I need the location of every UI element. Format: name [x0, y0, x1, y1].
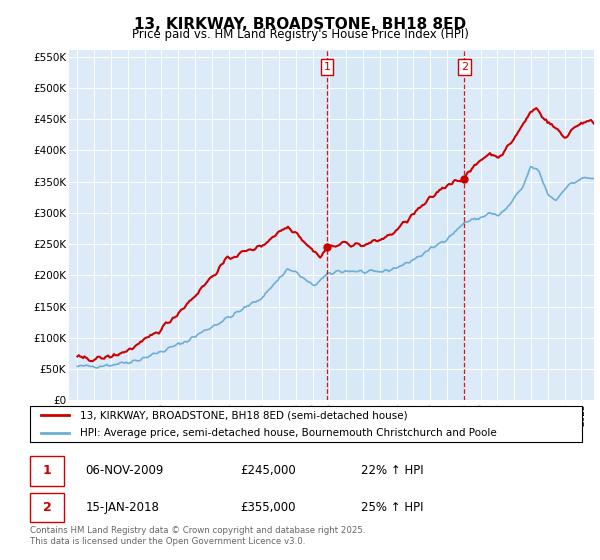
Text: Price paid vs. HM Land Registry's House Price Index (HPI): Price paid vs. HM Land Registry's House …	[131, 28, 469, 41]
Text: 25% ↑ HPI: 25% ↑ HPI	[361, 501, 424, 514]
Text: £245,000: £245,000	[240, 464, 296, 478]
Text: Contains HM Land Registry data © Crown copyright and database right 2025.
This d: Contains HM Land Registry data © Crown c…	[30, 526, 365, 546]
Text: 13, KIRKWAY, BROADSTONE, BH18 8ED: 13, KIRKWAY, BROADSTONE, BH18 8ED	[134, 17, 466, 32]
Text: 2: 2	[43, 501, 52, 514]
Text: 15-JAN-2018: 15-JAN-2018	[85, 501, 159, 514]
Bar	[327, 50, 464, 400]
Text: 1: 1	[323, 62, 331, 72]
Text: HPI: Average price, semi-detached house, Bournemouth Christchurch and Poole: HPI: Average price, semi-detached house,…	[80, 428, 496, 438]
Bar	[30, 456, 64, 486]
Bar	[30, 493, 64, 522]
Text: 13, KIRKWAY, BROADSTONE, BH18 8ED (semi-detached house): 13, KIRKWAY, BROADSTONE, BH18 8ED (semi-…	[80, 410, 407, 420]
Text: 1: 1	[43, 464, 52, 478]
Text: 22% ↑ HPI: 22% ↑ HPI	[361, 464, 424, 478]
Text: 06-NOV-2009: 06-NOV-2009	[85, 464, 164, 478]
Text: 2: 2	[461, 62, 468, 72]
Text: £355,000: £355,000	[240, 501, 295, 514]
